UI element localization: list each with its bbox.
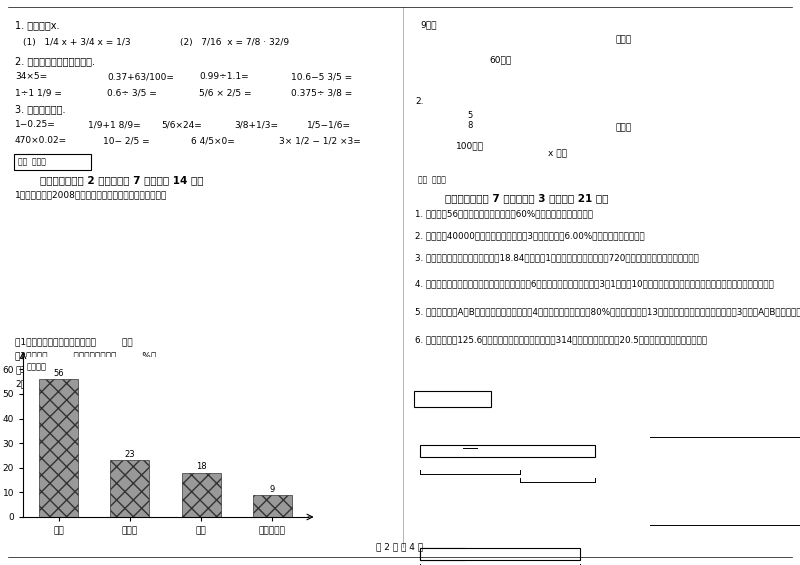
- Text: 1. 一套衣服56元，裤子的价格是上衣的60%，上衣和裤子各多少元？: 1. 一套衣服56元，裤子的价格是上衣的60%，上衣和裤子各多少元？: [415, 209, 593, 218]
- Text: 五、综合题（共 2 小题，每题 7 分，共计 14 分）: 五、综合题（共 2 小题，每题 7 分，共计 14 分）: [40, 175, 203, 185]
- Text: 1. 求未知数x.: 1. 求未知数x.: [15, 20, 59, 30]
- Text: 0.6÷ 3/5 =: 0.6÷ 3/5 =: [107, 88, 157, 97]
- Text: 470×0.02=: 470×0.02=: [15, 136, 67, 145]
- FancyBboxPatch shape: [14, 154, 91, 170]
- Text: 5/6 × 2/5 =: 5/6 × 2/5 =: [199, 88, 251, 97]
- FancyBboxPatch shape: [414, 391, 491, 407]
- Bar: [39, 379, 78, 517]
- Text: 9千克: 9千克: [420, 20, 437, 29]
- Text: 100千米: 100千米: [456, 141, 484, 150]
- Text: 列式：: 列式：: [615, 123, 631, 132]
- Text: （3）投票结果一出来，报纸、电视都说：“北京得票是数逗领先”，为什么这样说？: （3）投票结果一出来，报纸、电视都说：“北京得票是数逗领先”，为什么这样说？: [15, 365, 218, 374]
- Text: 8: 8: [467, 121, 473, 130]
- Text: 10− 2/5 =: 10− 2/5 =: [103, 136, 150, 145]
- Text: 2. 王叔叔抄40000元存入銀行，整存整取3年，年利率是6.00%，到期有利息多少元？: 2. 王叔叔抄40000元存入銀行，整存整取3年，年利率是6.00%，到期有利息…: [415, 231, 645, 240]
- Text: 1/9+1 8/9=: 1/9+1 8/9=: [88, 120, 141, 129]
- Text: (2)   7/16  x = 7/8 · 32/9: (2) 7/16 x = 7/8 · 32/9: [180, 38, 289, 47]
- Text: 3× 1/2 − 1/2 ×3=: 3× 1/2 − 1/2 ×3=: [279, 136, 361, 145]
- Text: 5. 甲乙两车分别A、B两地同时相对开出，经过4小时，甲车行了全程的80%，乙车超过中点13千米，已知甲车比乙车每小时多址3千米，A、B两地相距多少千米？: 5. 甲乙两车分别A、B两地同时相对开出，经过4小时，甲车行了全程的80%，乙车…: [415, 307, 800, 316]
- Text: 1/5−1/6=: 1/5−1/6=: [307, 120, 351, 129]
- Text: 5: 5: [467, 111, 473, 120]
- Text: 34×5=: 34×5=: [15, 72, 47, 81]
- Text: 18: 18: [196, 463, 206, 471]
- Text: 六、应用题（共 7 小题，每题 3 分，共计 21 分）: 六、应用题（共 7 小题，每题 3 分，共计 21 分）: [445, 193, 608, 203]
- Text: 9: 9: [270, 485, 275, 494]
- Bar: [420, 445, 595, 457]
- Text: 10.6−5 3/5 =: 10.6−5 3/5 =: [291, 72, 352, 81]
- Text: 1。: 1。: [30, 392, 41, 401]
- Text: 5/6×24=: 5/6×24=: [161, 120, 202, 129]
- Text: 0.375÷ 3/8 =: 0.375÷ 3/8 =: [291, 88, 352, 97]
- Text: 23: 23: [125, 450, 135, 459]
- Text: 得分  评卷人: 得分 评卷人: [18, 157, 46, 166]
- Text: （2）北京得         票，占得票总数的         %。: （2）北京得 票，占得票总数的 %。: [15, 351, 156, 360]
- Text: 单位：票: 单位：票: [26, 362, 46, 371]
- Bar: [420, 548, 465, 560]
- Text: 6. 一个底面积是125.6平方米的圆柱形蓄水池，容积是314立方米，如果再加淰20.5米，水池容积是多少立方米？: 6. 一个底面积是125.6平方米的圆柱形蓄水池，容积是314立方米，如果再加淰…: [415, 335, 707, 344]
- Bar: [182, 473, 221, 517]
- Text: 列式：: 列式：: [615, 35, 631, 44]
- Bar: [110, 460, 150, 517]
- Text: 56: 56: [54, 369, 64, 378]
- Text: 0.37+63/100=: 0.37+63/100=: [107, 72, 174, 81]
- Text: 1÷1 1/9 =: 1÷1 1/9 =: [15, 88, 62, 97]
- Text: x 千米: x 千米: [547, 149, 566, 158]
- Text: 2. 直接写出下面各题的得数.: 2. 直接写出下面各题的得数.: [15, 56, 95, 66]
- Text: 2．看图列算式或方程，不计算：: 2．看图列算式或方程，不计算：: [15, 379, 96, 388]
- Text: 1．下面是申报2008年奥运会主办城市的得票情况统计图。: 1．下面是申报2008年奥运会主办城市的得票情况统计图。: [15, 190, 167, 199]
- Text: 2.: 2.: [415, 97, 423, 106]
- Text: 4. 用铁皮制作一个圆柱形油槽，要求底面半径是6分米，高与底面半径之比是3：1，制作10个这样的油槽少需要铁皮多少平方分米？（接头处不计）: 4. 用铁皮制作一个圆柱形油槽，要求底面半径是6分米，高与底面半径之比是3：1，…: [415, 279, 774, 288]
- Text: (1)   1/4 x + 3/4 x = 1/3: (1) 1/4 x + 3/4 x = 1/3: [23, 38, 130, 47]
- Text: 0.99÷1.1=: 0.99÷1.1=: [199, 72, 249, 81]
- Text: （1）四个申办城市的得票总数是         票。: （1）四个申办城市的得票总数是 票。: [15, 337, 133, 346]
- Text: 3. 一个圆锥形小麦堆，底面周长是18.84米，高是1米，如果每立方米小麦重720千克，这堆小麦约重多少千克？: 3. 一个圆锥形小麦堆，底面周长是18.84米，高是1米，如果每立方米小麦重72…: [415, 253, 699, 262]
- Bar: [253, 495, 292, 517]
- Text: 3. 直接写出得数.: 3. 直接写出得数.: [15, 104, 66, 114]
- Text: 1−0.25=: 1−0.25=: [15, 120, 56, 129]
- Text: 60千克: 60千克: [489, 55, 511, 64]
- Text: 得分  评卷人: 得分 评卷人: [418, 175, 446, 184]
- Text: 3/8+1/3=: 3/8+1/3=: [234, 120, 278, 129]
- Bar: [420, 548, 580, 560]
- Text: 第 2 页 共 4 页: 第 2 页 共 4 页: [377, 542, 423, 551]
- Text: 6 4/5×0=: 6 4/5×0=: [191, 136, 234, 145]
